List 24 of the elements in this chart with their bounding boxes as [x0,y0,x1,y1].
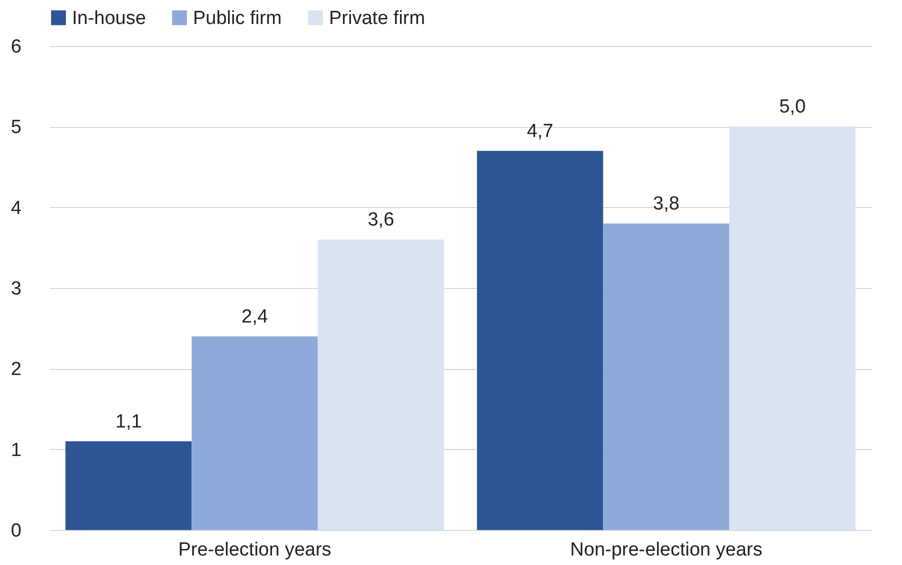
data-label: 2,4 [242,306,268,328]
data-label: 4,7 [526,120,554,142]
y-tick-label: 4 [10,198,22,219]
y-tick-label: 1 [10,440,22,461]
bar [318,240,444,530]
y-tick-label: 2 [10,359,22,380]
bar [192,336,318,530]
bar [65,441,192,530]
bar [476,150,604,530]
bar [603,223,730,530]
y-tick-label: 3 [10,278,22,300]
data-label: 3,6 [368,210,394,231]
data-label: 3,8 [653,193,680,214]
y-tick-label: 6 [10,36,22,58]
legend-label: In-house [72,8,146,29]
y-tick-label: 0 [10,520,22,542]
x-tick-label: Pre-election years [178,540,332,560]
data-label: 1,1 [115,411,142,432]
bar [729,126,856,530]
legend-label: Public firm [193,8,282,29]
y-tick-label: 5 [10,117,22,138]
x-tick-label: Non-pre-election years [570,540,762,560]
legend-label: Private firm [329,8,426,29]
data-label: 5,0 [779,96,806,118]
